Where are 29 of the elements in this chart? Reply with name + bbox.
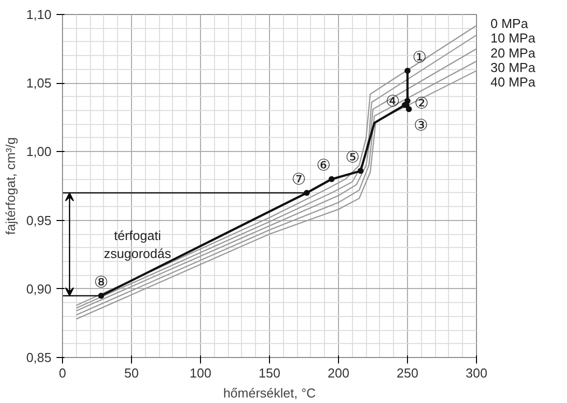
y-tick-label: 0,90 <box>26 281 52 296</box>
x-tick-label: 50 <box>124 366 139 380</box>
annotation: ⑤ <box>345 147 360 166</box>
series-label: 10 MPa <box>490 30 536 46</box>
annotation: ⑥ <box>316 156 331 175</box>
annotation: ⑦ <box>292 169 306 188</box>
series-label: 30 MPa <box>490 60 536 76</box>
y-tick-label: 1,05 <box>26 76 52 91</box>
y-tick-label: 1,00 <box>26 144 52 160</box>
annotation: ④ <box>386 92 400 111</box>
x-axis-title: hőmérséklet, °C <box>223 386 316 400</box>
annotation: ③ <box>414 116 428 135</box>
y-tick-label: 1,10 <box>26 7 52 22</box>
x-tick-label: 250 <box>396 366 418 380</box>
x-tick-label: 200 <box>328 366 350 380</box>
x-tick-label: 0 <box>58 366 66 380</box>
series-label: 40 MPa <box>490 74 536 90</box>
series-label: 0 MPa <box>490 16 529 31</box>
annotation: térfogati zsugorodás <box>104 228 172 261</box>
series-label: 20 MPa <box>490 45 536 60</box>
x-tick-label: 100 <box>190 366 212 380</box>
annotation: ② <box>414 93 429 112</box>
annotation: ⑧ <box>94 272 108 292</box>
y-tick-label: 0,95 <box>26 212 52 228</box>
y-tick-label: 0,85 <box>26 350 52 365</box>
x-tick-label: 150 <box>258 366 280 380</box>
annotation: ① <box>412 47 427 66</box>
y-axis-title: fajtérfogat, cm³/g <box>3 137 18 235</box>
x-tick-label: 300 <box>466 366 488 380</box>
